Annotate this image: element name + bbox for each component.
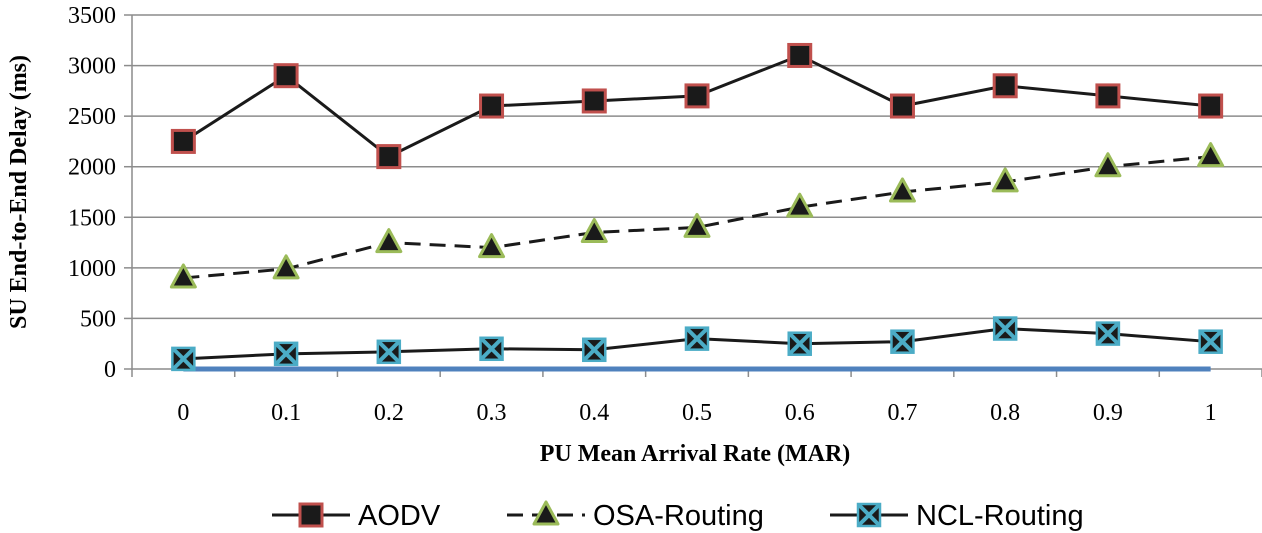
data-point-marker (581, 88, 607, 114)
legend-item-aodv: AODV (272, 500, 441, 532)
data-point-marker (991, 167, 1019, 193)
data-point-marker (684, 326, 710, 351)
legend-marker (856, 502, 882, 528)
x-tick-label: 1 (1205, 400, 1217, 426)
x-tick-label: 0.7 (887, 400, 917, 426)
data-point-marker (1198, 329, 1223, 354)
data-point-marker (890, 329, 915, 354)
x-tick-label: 0.3 (477, 400, 507, 426)
data-point-marker (684, 83, 710, 109)
data-point-marker (1197, 142, 1225, 168)
x-tick-label: 0.5 (682, 400, 712, 426)
data-point-marker (376, 144, 402, 170)
data-point-marker (376, 339, 402, 365)
y-tick-label: 0 (104, 357, 116, 383)
legend-label: AODV (358, 500, 441, 532)
data-point-marker (1094, 152, 1122, 178)
data-point-marker (992, 316, 1018, 341)
data-point-marker (992, 73, 1018, 99)
data-point-marker (273, 341, 299, 367)
gridlines (132, 14, 1262, 320)
x-tick-label: 0.8 (990, 400, 1020, 426)
y-tick-label: 1500 (68, 205, 116, 231)
y-tick-label: 500 (80, 306, 116, 332)
data-point-marker (580, 217, 608, 243)
data-point-marker (169, 263, 197, 289)
legend-label: OSA-Routing (593, 500, 764, 532)
y-tick-label: 3500 (68, 3, 116, 29)
data-point-marker (787, 42, 813, 68)
legend-label: NCL-Routing (916, 500, 1084, 532)
legend-item-ncl-routing: NCL-Routing (830, 500, 1084, 532)
data-point-marker (479, 336, 504, 362)
data-point-marker (171, 346, 196, 372)
y-tick-label: 2000 (68, 155, 116, 181)
series-ncl-routing (171, 316, 1223, 372)
series-line (183, 155, 1211, 280)
data-point-marker (787, 331, 812, 356)
x-axis-title: PU Mean Arrival Rate (MAR) (540, 441, 851, 467)
legend: AODV OSA-Routing NCL-Routing (272, 500, 1084, 532)
series-layer (169, 42, 1225, 372)
data-point-marker (375, 228, 403, 254)
x-tick-label: 0.6 (785, 400, 815, 426)
x-tick-label: 0.1 (271, 400, 301, 426)
data-point-marker (1095, 83, 1121, 109)
legend-marker (532, 500, 560, 526)
x-tick-label: 0 (177, 400, 189, 426)
data-point-marker (272, 254, 300, 280)
data-point-marker (170, 128, 196, 154)
x-tick-label: 0.9 (1093, 400, 1123, 426)
legend-item-osa-routing: OSA-Routing (507, 500, 764, 532)
y-tick-label: 3000 (68, 54, 116, 80)
data-point-marker (273, 63, 299, 89)
tick-labels: 0 500 1000 1500 2000 2500 3000 3500 0 0.1 0.2 0.3 0.… (68, 3, 1217, 426)
data-point-marker (1095, 321, 1121, 346)
series-aodv (170, 42, 1224, 170)
y-axis-title: SU End-to-End Delay (ms) (6, 55, 32, 329)
data-point-marker (889, 93, 915, 119)
legend-marker (298, 502, 324, 528)
y-tick-label: 1000 (68, 256, 116, 282)
data-point-marker (479, 93, 505, 119)
series-osa-routing (169, 142, 1225, 289)
x-tick-label: 0.4 (579, 400, 609, 426)
data-point-marker (786, 192, 814, 218)
data-point-marker (1198, 93, 1224, 119)
y-tick-label: 2500 (68, 104, 116, 130)
data-point-marker (683, 212, 711, 238)
x-tick-label: 0.2 (374, 400, 404, 426)
data-point-marker (478, 233, 506, 259)
data-point-marker (888, 177, 916, 203)
data-point-marker (582, 337, 607, 363)
